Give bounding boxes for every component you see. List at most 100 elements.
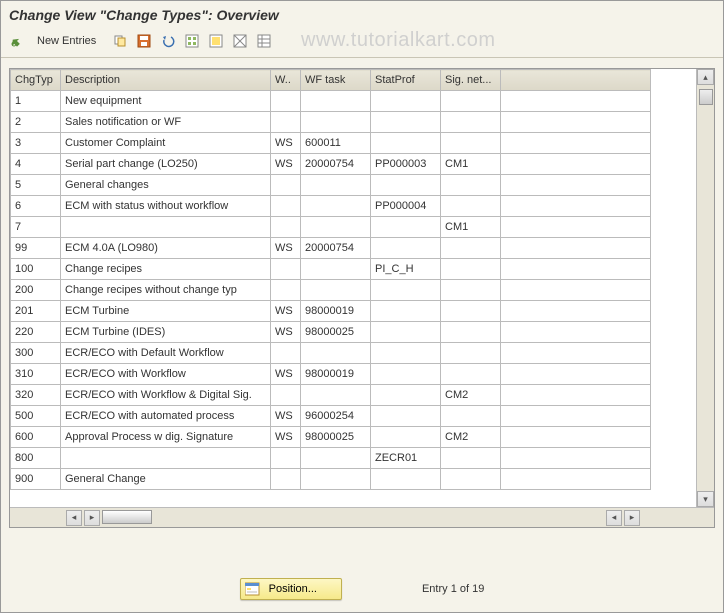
scroll-down-icon[interactable]: ▾ (697, 491, 714, 507)
cell-description[interactable]: General Change (61, 469, 271, 490)
cell-wftask[interactable]: 20000754 (301, 238, 371, 259)
cell-signet[interactable] (441, 196, 501, 217)
cell-spacer[interactable] (501, 238, 651, 259)
cell-statprof[interactable] (371, 238, 441, 259)
cell-spacer[interactable] (501, 343, 651, 364)
select-block-icon[interactable] (206, 31, 226, 51)
cell-signet[interactable] (441, 469, 501, 490)
col-wftask[interactable]: WF task (301, 70, 371, 91)
cell-chgtyp[interactable]: 6 (11, 196, 61, 217)
table-row[interactable]: 7CM1 (11, 217, 651, 238)
cell-w[interactable] (271, 448, 301, 469)
cell-description[interactable]: ECR/ECO with Default Workflow (61, 343, 271, 364)
cell-statprof[interactable] (371, 91, 441, 112)
cell-chgtyp[interactable]: 100 (11, 259, 61, 280)
position-button[interactable]: Position... (240, 578, 342, 600)
scroll-right-icon[interactable]: ▸ (84, 510, 100, 526)
cell-signet[interactable] (441, 343, 501, 364)
cell-w[interactable] (271, 112, 301, 133)
cell-spacer[interactable] (501, 91, 651, 112)
cell-spacer[interactable] (501, 259, 651, 280)
cell-w[interactable]: WS (271, 406, 301, 427)
cell-description[interactable] (61, 448, 271, 469)
cell-chgtyp[interactable]: 3 (11, 133, 61, 154)
scroll-right-icon-2[interactable]: ▸ (624, 510, 640, 526)
cell-spacer[interactable] (501, 448, 651, 469)
cell-description[interactable]: Change recipes (61, 259, 271, 280)
cell-signet[interactable] (441, 280, 501, 301)
cell-wftask[interactable]: 98000025 (301, 322, 371, 343)
cell-w[interactable]: WS (271, 301, 301, 322)
deselect-icon[interactable] (230, 31, 250, 51)
table-settings-icon[interactable] (254, 31, 274, 51)
cell-signet[interactable] (441, 259, 501, 280)
cell-spacer[interactable] (501, 301, 651, 322)
cell-chgtyp[interactable]: 99 (11, 238, 61, 259)
cell-chgtyp[interactable]: 220 (11, 322, 61, 343)
cell-wftask[interactable] (301, 112, 371, 133)
cell-w[interactable] (271, 385, 301, 406)
cell-w[interactable]: WS (271, 322, 301, 343)
cell-statprof[interactable] (371, 322, 441, 343)
scroll-left-icon[interactable]: ◂ (66, 510, 82, 526)
cell-statprof[interactable] (371, 217, 441, 238)
cell-description[interactable]: ECR/ECO with automated process (61, 406, 271, 427)
col-statprof[interactable]: StatProf (371, 70, 441, 91)
select-all-icon[interactable] (182, 31, 202, 51)
undo-icon[interactable] (158, 31, 178, 51)
scroll-thumb[interactable] (699, 89, 713, 105)
cell-wftask[interactable] (301, 91, 371, 112)
cell-chgtyp[interactable]: 201 (11, 301, 61, 322)
cell-statprof[interactable] (371, 112, 441, 133)
cell-w[interactable] (271, 259, 301, 280)
cell-statprof[interactable] (371, 343, 441, 364)
cell-w[interactable] (271, 469, 301, 490)
table-row[interactable]: 3Customer ComplaintWS600011 (11, 133, 651, 154)
col-w[interactable]: W.. (271, 70, 301, 91)
cell-signet[interactable] (441, 133, 501, 154)
cell-wftask[interactable]: 600011 (301, 133, 371, 154)
cell-w[interactable]: WS (271, 427, 301, 448)
new-entries-button[interactable]: New Entries (31, 33, 102, 49)
cell-spacer[interactable] (501, 385, 651, 406)
cell-description[interactable] (61, 217, 271, 238)
cell-chgtyp[interactable]: 310 (11, 364, 61, 385)
cell-signet[interactable] (441, 322, 501, 343)
table-row[interactable]: 320ECR/ECO with Workflow & Digital Sig.C… (11, 385, 651, 406)
cell-w[interactable] (271, 175, 301, 196)
table-row[interactable]: 800 ZECR01 (11, 448, 651, 469)
cell-chgtyp[interactable]: 500 (11, 406, 61, 427)
cell-spacer[interactable] (501, 469, 651, 490)
table-row[interactable]: 600Approval Process w dig. SignatureWS98… (11, 427, 651, 448)
table-row[interactable]: 2Sales notification or WF (11, 112, 651, 133)
cell-chgtyp[interactable]: 200 (11, 280, 61, 301)
cell-signet[interactable] (441, 406, 501, 427)
cell-spacer[interactable] (501, 406, 651, 427)
cell-signet[interactable] (441, 448, 501, 469)
cell-chgtyp[interactable]: 320 (11, 385, 61, 406)
col-signet[interactable]: Sig. net... (441, 70, 501, 91)
cell-wftask[interactable] (301, 280, 371, 301)
table-row[interactable]: 310ECR/ECO with WorkflowWS98000019 (11, 364, 651, 385)
cell-description[interactable]: ECR/ECO with Workflow (61, 364, 271, 385)
cell-signet[interactable] (441, 91, 501, 112)
table-row[interactable]: 500ECR/ECO with automated processWS96000… (11, 406, 651, 427)
cell-spacer[interactable] (501, 364, 651, 385)
cell-description[interactable]: ECR/ECO with Workflow & Digital Sig. (61, 385, 271, 406)
cell-description[interactable]: ECM with status without workflow (61, 196, 271, 217)
cell-chgtyp[interactable]: 300 (11, 343, 61, 364)
table-row[interactable]: 201ECM TurbineWS98000019 (11, 301, 651, 322)
cell-spacer[interactable] (501, 175, 651, 196)
cell-description[interactable]: General changes (61, 175, 271, 196)
cell-chgtyp[interactable]: 800 (11, 448, 61, 469)
table-row[interactable]: 900General Change (11, 469, 651, 490)
cell-statprof[interactable] (371, 133, 441, 154)
cell-chgtyp[interactable]: 600 (11, 427, 61, 448)
table-row[interactable]: 5General changes (11, 175, 651, 196)
cell-wftask[interactable] (301, 217, 371, 238)
cell-w[interactable]: WS (271, 364, 301, 385)
cell-wftask[interactable] (301, 259, 371, 280)
cell-statprof[interactable]: ZECR01 (371, 448, 441, 469)
cell-signet[interactable]: CM1 (441, 217, 501, 238)
cell-spacer[interactable] (501, 196, 651, 217)
